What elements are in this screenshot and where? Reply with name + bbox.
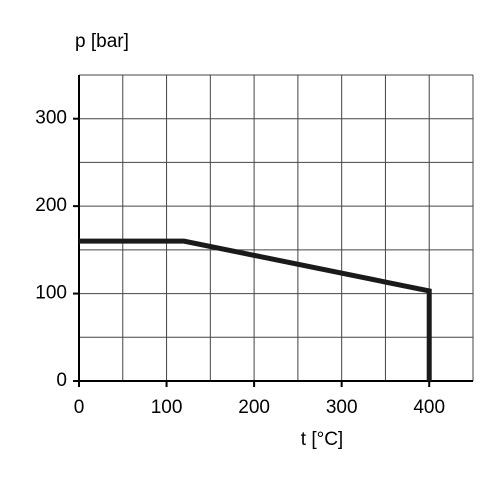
- y-tick-label: 100: [35, 283, 67, 304]
- y-tick-label: 300: [35, 108, 67, 129]
- x-tick-label: 400: [413, 397, 445, 418]
- data-line: [79, 238, 432, 381]
- x-axis-label: t [°C]: [301, 429, 343, 450]
- y-tick-label: 0: [56, 370, 67, 391]
- x-tick-label: 300: [326, 397, 358, 418]
- x-tick-label: 100: [151, 397, 183, 418]
- x-tick-label: 0: [74, 397, 85, 418]
- y-axis-label: p [bar]: [75, 31, 129, 52]
- x-tick-label: 200: [238, 397, 270, 418]
- y-tick-label: 200: [35, 195, 67, 216]
